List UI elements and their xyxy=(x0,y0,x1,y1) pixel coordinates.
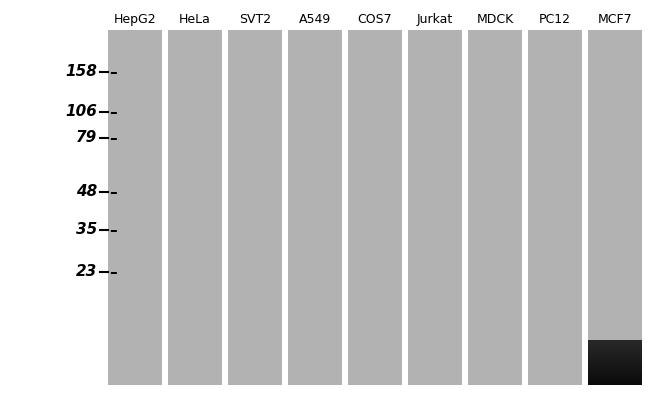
Text: –: – xyxy=(109,222,117,237)
Text: HeLa: HeLa xyxy=(179,13,211,26)
Bar xyxy=(588,378,642,379)
Bar xyxy=(588,382,642,383)
Bar xyxy=(588,343,642,344)
Text: 158: 158 xyxy=(65,64,97,79)
Bar xyxy=(588,383,642,384)
Bar xyxy=(588,344,642,345)
Bar xyxy=(588,380,642,381)
Bar xyxy=(588,371,642,372)
Text: MCF7: MCF7 xyxy=(598,13,632,26)
Bar xyxy=(588,364,642,365)
Bar xyxy=(588,351,642,352)
Bar xyxy=(588,373,642,374)
Text: Jurkat: Jurkat xyxy=(417,13,453,26)
Text: 79: 79 xyxy=(76,130,97,145)
Bar xyxy=(588,370,642,371)
Bar xyxy=(408,30,462,385)
Text: 106: 106 xyxy=(65,104,97,120)
Bar xyxy=(588,358,642,359)
Bar xyxy=(588,30,642,385)
Text: 48: 48 xyxy=(76,184,97,199)
Bar xyxy=(348,30,402,385)
Bar xyxy=(588,377,642,378)
Bar xyxy=(588,352,642,353)
Bar xyxy=(588,367,642,368)
Text: –: – xyxy=(109,265,117,280)
Bar xyxy=(288,30,342,385)
Bar xyxy=(588,348,642,349)
Bar xyxy=(588,384,642,385)
Bar xyxy=(588,354,642,355)
Bar xyxy=(588,356,642,357)
Bar xyxy=(588,362,642,363)
Bar xyxy=(228,30,282,385)
Bar xyxy=(588,363,642,364)
Text: –: – xyxy=(109,64,117,79)
Bar xyxy=(588,347,642,348)
Text: SVT2: SVT2 xyxy=(239,13,271,26)
Bar xyxy=(588,381,642,382)
Bar xyxy=(588,345,642,346)
Text: PC12: PC12 xyxy=(539,13,571,26)
Bar xyxy=(588,346,642,347)
Text: –: – xyxy=(109,184,117,199)
Bar xyxy=(588,349,642,350)
Bar xyxy=(588,375,642,376)
Bar xyxy=(588,359,642,360)
Bar xyxy=(588,366,642,367)
Bar xyxy=(588,365,642,366)
Bar xyxy=(588,357,642,358)
Text: –: – xyxy=(109,130,117,145)
Bar xyxy=(588,342,642,343)
Text: A549: A549 xyxy=(299,13,331,26)
Text: 35: 35 xyxy=(76,222,97,237)
Bar xyxy=(108,30,162,385)
Bar xyxy=(588,372,642,373)
Bar xyxy=(588,353,642,354)
Bar xyxy=(588,341,642,342)
Bar xyxy=(588,379,642,380)
Bar xyxy=(588,355,642,356)
Bar xyxy=(588,361,642,362)
Bar xyxy=(588,376,642,377)
Bar xyxy=(588,360,642,361)
Bar xyxy=(588,368,642,369)
Bar xyxy=(468,30,522,385)
Text: –: – xyxy=(109,104,117,120)
Bar xyxy=(168,30,222,385)
Text: COS7: COS7 xyxy=(358,13,393,26)
Bar xyxy=(588,374,642,375)
Bar xyxy=(588,340,642,341)
Text: MDCK: MDCK xyxy=(476,13,514,26)
Bar xyxy=(588,369,642,370)
Bar xyxy=(528,30,582,385)
Text: 23: 23 xyxy=(76,265,97,280)
Bar xyxy=(588,350,642,351)
Text: HepG2: HepG2 xyxy=(114,13,156,26)
